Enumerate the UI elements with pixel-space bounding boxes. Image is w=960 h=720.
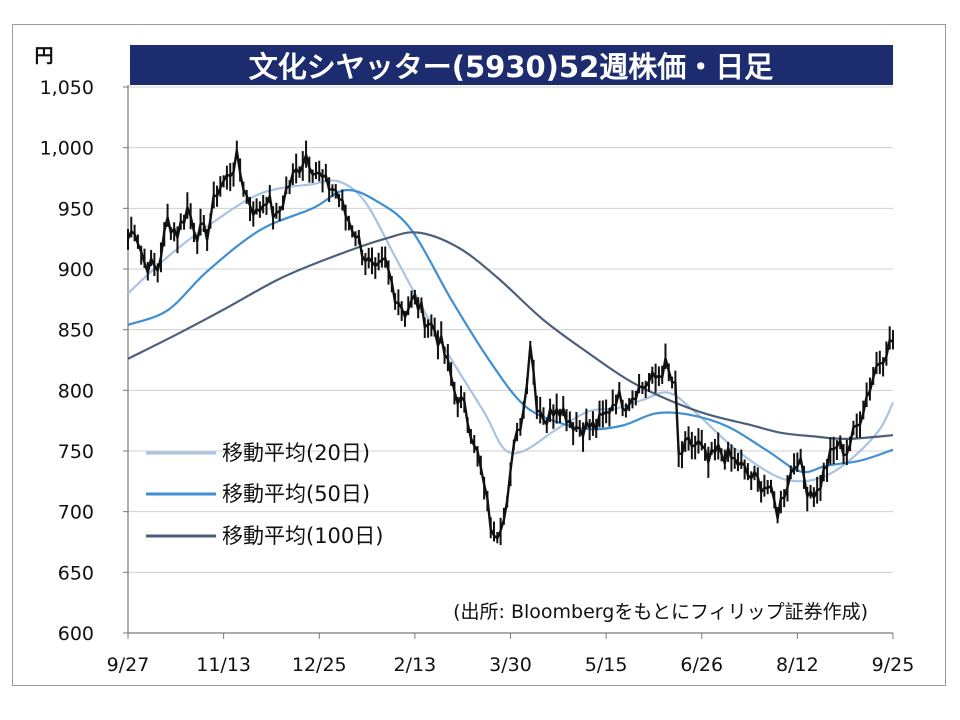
x-tick-label: 11/13 <box>196 654 251 676</box>
x-tick-label: 12/25 <box>292 654 347 676</box>
y-tick-label: 900 <box>58 259 94 281</box>
chart-title-bar <box>130 45 893 85</box>
y-tick-label: 1,000 <box>40 138 94 160</box>
price-line <box>126 149 894 540</box>
x-tick-label: 9/25 <box>872 654 915 676</box>
chart-frame <box>12 24 946 686</box>
legend-label: 移動平均(50日) <box>222 482 370 506</box>
price-series <box>126 140 894 546</box>
ma50-line <box>127 188 894 474</box>
source-note: (出所: Bloombergをもとにフィリップ証券作成) <box>453 601 868 623</box>
moving-average-lines <box>127 179 894 483</box>
y-axis-unit-label: 円 <box>34 45 53 67</box>
x-tick-label: 8/12 <box>776 654 819 676</box>
y-tick-label: 650 <box>58 562 94 584</box>
y-tick-label: 1,050 <box>40 77 94 99</box>
y-tick-label: 750 <box>58 441 94 463</box>
x-tick-label: 6/26 <box>680 654 723 676</box>
x-tick-label: 9/27 <box>107 654 150 676</box>
y-tick-label: 800 <box>58 380 94 402</box>
y-tick-label: 600 <box>58 623 94 645</box>
y-tick-label: 850 <box>58 320 94 342</box>
y-axis-ticks: 600 650 700 750 800 850 900 950 1,000 1,050 <box>40 77 128 645</box>
x-axis-ticks: 9/27 11/13 12/25 2/13 3/30 5/15 6/26 8/12 9/25 <box>107 633 915 676</box>
y-tick-label: 700 <box>58 502 94 524</box>
chart-title: 文化シヤッター(5930)52週株価・日足 <box>249 50 774 84</box>
axes <box>127 85 893 634</box>
ma20-line <box>127 179 894 483</box>
y-tick-label: 950 <box>58 198 94 220</box>
x-tick-label: 2/13 <box>394 654 437 676</box>
grid-lines <box>128 86 893 573</box>
ma100-line <box>127 231 894 441</box>
x-tick-label: 5/15 <box>585 654 628 676</box>
legend-label: 移動平均(20日) <box>222 441 370 465</box>
x-tick-label: 3/30 <box>489 654 532 676</box>
legend: 移動平均(20日) 移動平均(50日) 移動平均(100日) <box>146 441 383 548</box>
legend-label: 移動平均(100日) <box>222 524 383 548</box>
